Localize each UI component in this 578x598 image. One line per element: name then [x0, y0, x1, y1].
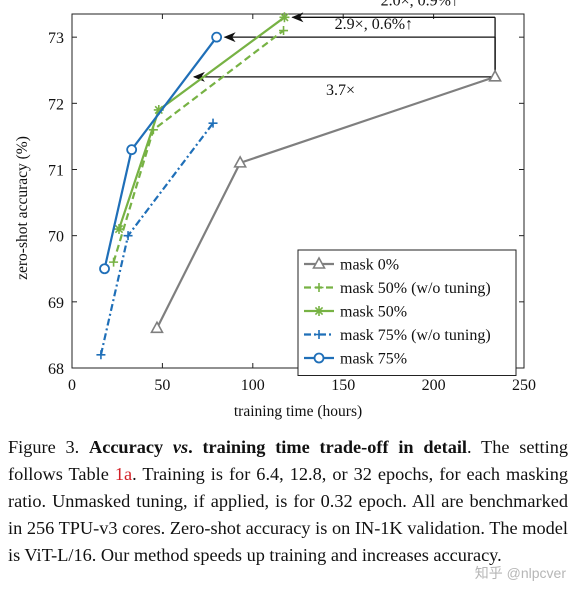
data-point-marker — [233, 155, 247, 168]
series-line — [117, 16, 286, 230]
speedup-annotation: 2.0×, 0.9%↑ — [291, 0, 496, 77]
data-point-marker — [211, 31, 223, 43]
data-point-marker — [314, 306, 324, 316]
legend-label: mask 75% (w/o tuning) — [340, 327, 491, 344]
series-line — [103, 36, 218, 269]
y-tick-label: 73 — [48, 30, 64, 47]
data-point-marker — [488, 69, 502, 82]
series-mask-75- — [99, 31, 223, 275]
data-point-marker — [279, 26, 289, 36]
series-line — [99, 122, 214, 356]
y-tick-label: 70 — [48, 229, 64, 246]
speedup-annotation: 3.7× — [192, 71, 496, 99]
data-point-marker — [150, 320, 164, 334]
table-reference-link[interactable]: 1a — [114, 464, 133, 484]
caption-label: Figure 3. — [8, 437, 80, 457]
legend-label: mask 75% — [340, 351, 407, 368]
watermark: 知乎 @nlpcver — [474, 565, 566, 581]
y-tick-label: 69 — [48, 295, 64, 312]
data-point-marker — [279, 12, 290, 23]
series-mask-75-w-o-tuning- — [96, 118, 218, 360]
x-tick-label: 100 — [241, 377, 265, 394]
series-mask-50- — [114, 12, 290, 235]
caption-title: Accuracy vs. training time trade-off in … — [89, 437, 468, 457]
annotation-label: 2.9×, 0.6%↑ — [335, 16, 413, 33]
caption-text-2: . Training is for 6.4, 12.8, or 32 epoch… — [8, 464, 569, 565]
data-point-marker — [123, 231, 133, 241]
accuracy-vs-training-time-chart: 0 50 100 150 200 250 68 69 70 71 72 73 2.0×, 0.9%↑ 2… — [14, 0, 536, 420]
chart-legend: mask 0% mask 50% (w/o tuning) mask 50% mask… — [297, 249, 517, 376]
legend-label: mask 50% — [340, 304, 407, 321]
data-point-marker — [126, 144, 138, 156]
y-tick-label: 72 — [48, 96, 64, 113]
annotation-label: 2.0×, 0.9%↑ — [381, 0, 459, 9]
legend-entry: mask 50% (w/o tuning) — [304, 280, 491, 297]
data-point-marker — [109, 257, 119, 267]
data-point-marker — [312, 256, 326, 269]
data-point-marker — [208, 118, 218, 128]
data-point-marker — [313, 352, 325, 364]
x-tick-label: 200 — [422, 377, 446, 394]
figure-caption: Figure 3. Accuracy vs. training time tra… — [8, 434, 568, 569]
x-tick-label: 250 — [512, 377, 536, 394]
data-point-marker — [314, 283, 324, 292]
legend-label: mask 50% (w/o tuning) — [340, 280, 491, 297]
data-point-marker — [96, 350, 106, 360]
x-tick-label: 150 — [331, 377, 355, 394]
legend-frame — [297, 249, 517, 376]
y-tick-label: 68 — [48, 361, 64, 378]
y-tick-label: 71 — [48, 162, 64, 179]
legend-entry: mask 75% — [304, 351, 407, 368]
series-line — [112, 29, 285, 263]
legend-label: mask 0% — [340, 257, 399, 274]
x-tick-label: 0 — [68, 377, 76, 394]
y-axis-label: zero-shot accuracy (%) — [14, 136, 31, 280]
caption-text-1: . The setting follows Table — [8, 437, 568, 484]
series-mask-50-w-o-tuning- — [109, 26, 289, 267]
data-point-marker — [314, 330, 324, 339]
data-point-marker — [99, 263, 110, 275]
x-tick-label: 50 — [154, 377, 170, 394]
x-axis-label: training time (hours) — [234, 403, 362, 420]
speedup-annotation: 2.9×, 0.6%↑ — [223, 16, 496, 77]
annotation-label: 3.7× — [326, 82, 355, 99]
legend-entry: mask 0% — [304, 256, 399, 274]
data-point-marker — [153, 104, 164, 115]
legend-entry: mask 75% (w/o tuning) — [304, 327, 491, 344]
series-mask-0- — [150, 69, 502, 334]
legend-entry: mask 50% — [304, 304, 407, 321]
data-point-marker — [114, 224, 125, 235]
